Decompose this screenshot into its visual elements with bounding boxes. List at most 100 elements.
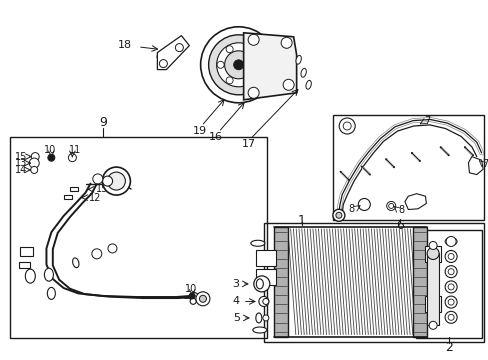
Text: 7: 7 (423, 116, 429, 126)
Text: 13: 13 (15, 158, 27, 168)
Circle shape (31, 153, 39, 161)
Circle shape (31, 166, 38, 174)
Text: 14: 14 (15, 165, 27, 175)
Polygon shape (243, 33, 296, 100)
Circle shape (445, 237, 455, 247)
Ellipse shape (178, 42, 186, 49)
Ellipse shape (157, 54, 165, 62)
Circle shape (189, 292, 198, 302)
Ellipse shape (47, 287, 55, 300)
Text: 2: 2 (444, 341, 452, 354)
Text: 6: 6 (395, 219, 403, 232)
Circle shape (447, 299, 453, 305)
Circle shape (225, 77, 233, 84)
Polygon shape (255, 269, 275, 285)
Circle shape (233, 60, 243, 70)
Circle shape (29, 158, 39, 168)
Circle shape (200, 27, 276, 103)
Circle shape (190, 298, 196, 304)
Circle shape (196, 292, 209, 306)
Ellipse shape (25, 269, 35, 283)
Circle shape (283, 79, 293, 90)
Ellipse shape (256, 279, 263, 289)
Circle shape (253, 276, 269, 292)
Circle shape (48, 154, 55, 161)
Polygon shape (404, 194, 426, 210)
Circle shape (343, 122, 350, 130)
Text: 5: 5 (232, 313, 239, 323)
Polygon shape (70, 187, 78, 191)
Polygon shape (63, 195, 72, 199)
Circle shape (447, 253, 453, 260)
Circle shape (258, 297, 268, 306)
Circle shape (332, 209, 344, 221)
Circle shape (102, 167, 130, 195)
Circle shape (426, 247, 438, 260)
Ellipse shape (444, 238, 456, 246)
Text: 11: 11 (69, 145, 81, 156)
Circle shape (386, 202, 395, 210)
Text: 17: 17 (241, 139, 255, 149)
Circle shape (108, 244, 117, 253)
Ellipse shape (44, 268, 53, 281)
Circle shape (447, 269, 453, 275)
Circle shape (335, 212, 341, 218)
Circle shape (175, 44, 183, 51)
Polygon shape (425, 246, 440, 262)
Text: 9: 9 (99, 116, 106, 129)
Circle shape (199, 295, 206, 302)
Text: 12: 12 (89, 193, 101, 203)
Circle shape (428, 321, 436, 329)
Text: 15: 15 (15, 152, 27, 162)
Polygon shape (425, 296, 440, 312)
Text: 8: 8 (347, 204, 354, 214)
Polygon shape (19, 262, 30, 268)
Circle shape (444, 311, 456, 323)
Text: 16: 16 (209, 132, 223, 142)
Text: 8: 8 (398, 204, 404, 215)
Circle shape (444, 266, 456, 278)
Ellipse shape (252, 327, 266, 333)
Circle shape (428, 242, 436, 249)
Circle shape (93, 174, 102, 184)
Circle shape (281, 37, 291, 48)
Circle shape (358, 198, 369, 211)
Circle shape (444, 296, 456, 308)
Text: 18: 18 (118, 40, 132, 50)
Ellipse shape (295, 55, 301, 64)
Text: 10: 10 (184, 284, 197, 294)
Circle shape (247, 34, 259, 45)
Text: 15: 15 (96, 184, 108, 194)
Text: 3: 3 (231, 279, 238, 289)
Polygon shape (426, 253, 438, 325)
Circle shape (388, 203, 393, 208)
Circle shape (208, 35, 268, 95)
Circle shape (68, 154, 76, 162)
Ellipse shape (305, 80, 311, 89)
Circle shape (92, 249, 102, 259)
Circle shape (216, 43, 260, 87)
Text: 7: 7 (482, 159, 488, 169)
Ellipse shape (164, 50, 172, 58)
Circle shape (247, 87, 259, 98)
Circle shape (217, 61, 224, 68)
Circle shape (189, 293, 195, 299)
Circle shape (159, 60, 167, 68)
Ellipse shape (255, 313, 261, 323)
Ellipse shape (250, 240, 264, 246)
Circle shape (244, 77, 251, 84)
Ellipse shape (73, 258, 79, 268)
Circle shape (224, 51, 252, 79)
Polygon shape (273, 227, 287, 337)
Polygon shape (255, 249, 275, 266)
Circle shape (263, 315, 268, 321)
Polygon shape (20, 247, 33, 256)
Circle shape (107, 172, 125, 190)
Circle shape (444, 251, 456, 262)
Ellipse shape (300, 68, 305, 77)
Circle shape (263, 298, 268, 305)
Circle shape (244, 46, 251, 53)
Circle shape (339, 118, 354, 134)
Circle shape (447, 284, 453, 290)
Text: 10: 10 (43, 145, 56, 156)
